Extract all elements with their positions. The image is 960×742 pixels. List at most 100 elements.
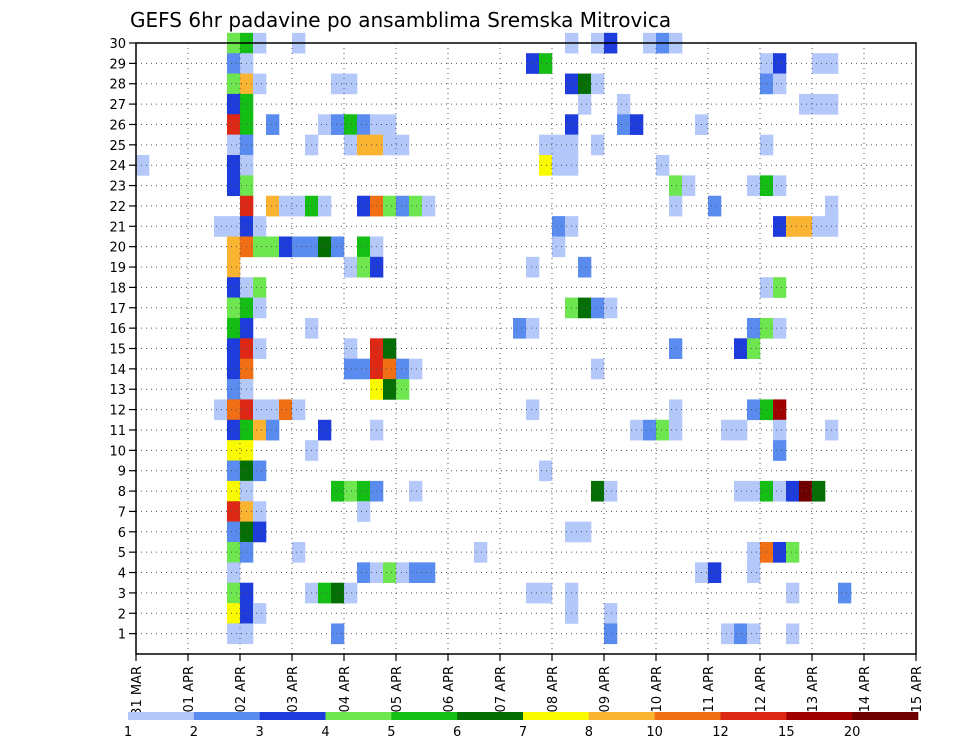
legend-swatch <box>852 712 919 720</box>
heatmap-cell <box>539 582 553 604</box>
y-axis: 1234567891011121314151617181920212223242… <box>109 37 136 643</box>
heatmap-cell <box>227 277 241 298</box>
heatmap-cell <box>591 480 605 502</box>
chart-title: GEFS 6hr padavine po ansamblima Sremska … <box>130 8 671 32</box>
heatmap-cell <box>227 358 241 380</box>
heatmap-cell <box>227 73 241 95</box>
heatmap-cell <box>383 114 397 135</box>
heatmap-cell <box>227 175 241 197</box>
heatmap-cell <box>357 501 371 522</box>
legend-label: 15 <box>778 725 795 740</box>
legend-swatch <box>259 712 326 720</box>
y-tick-label: 5 <box>118 546 126 561</box>
gridlines <box>136 42 916 654</box>
heatmap-cell <box>344 582 358 604</box>
legend-swatch <box>654 712 721 720</box>
x-tick-label: 12 APR <box>754 666 769 712</box>
heatmap-cell <box>266 114 280 135</box>
heatmap-cell <box>227 399 241 421</box>
y-tick-label: 13 <box>109 383 126 398</box>
heatmap-cell <box>292 541 306 563</box>
heatmap-cell <box>331 623 345 645</box>
heatmap-cell <box>812 93 826 115</box>
heatmap-cell <box>344 134 358 156</box>
y-tick-label: 1 <box>118 628 126 643</box>
legend-swatch <box>325 712 392 720</box>
heatmap-cell <box>383 338 397 359</box>
heatmap-cell <box>669 195 683 217</box>
heatmap-cell <box>253 236 267 258</box>
heatmap-cell <box>591 358 605 380</box>
heatmap-cell <box>214 399 228 421</box>
heatmap-cell <box>773 440 787 461</box>
heatmap-cell <box>383 134 397 156</box>
heatmap-cell <box>773 480 787 502</box>
heatmap-cell <box>357 358 371 380</box>
heatmap-cell <box>357 114 371 135</box>
heatmap-cell <box>357 236 371 258</box>
heatmap-cell <box>227 379 241 400</box>
heatmap-cell <box>396 358 410 380</box>
heatmap-cell <box>253 603 267 624</box>
heatmap-cell <box>747 317 761 339</box>
y-tick-label: 25 <box>109 139 126 154</box>
heatmap-cell <box>513 317 527 339</box>
heatmap-cell <box>721 623 735 645</box>
legend-swatch <box>128 712 195 720</box>
heatmap-cell <box>773 277 787 298</box>
heatmap-cell <box>253 419 267 441</box>
heatmap-cell <box>253 338 267 359</box>
legend-label: 12 <box>712 725 729 740</box>
heatmap-cell <box>227 53 241 74</box>
x-tick-label: 02 APR <box>234 666 249 712</box>
heatmap-cell <box>669 338 683 359</box>
heatmap-cell <box>331 73 345 95</box>
heatmap-cell <box>227 256 241 278</box>
legend-swatch <box>523 712 590 720</box>
heatmap-cell <box>292 236 306 258</box>
heatmap-cell <box>227 114 241 135</box>
heatmap-cell <box>292 195 306 217</box>
heatmap-cell <box>812 480 826 502</box>
heatmap-cell <box>227 216 241 237</box>
heatmap-cell <box>422 562 436 584</box>
heatmap-cell <box>409 562 423 584</box>
y-tick-label: 29 <box>109 57 126 72</box>
heatmap-cell <box>383 379 397 400</box>
y-tick-label: 4 <box>118 567 126 582</box>
legend-label: 2 <box>190 725 198 740</box>
legend-swatch <box>457 712 524 720</box>
heatmap-cell <box>656 155 670 176</box>
heatmap-cell <box>617 114 631 135</box>
x-tick-label: 31 MAR <box>130 666 145 716</box>
heatmap-cell <box>578 73 592 95</box>
heatmap-cell <box>708 195 722 217</box>
y-tick-label: 7 <box>118 505 126 520</box>
heatmap-cell <box>227 501 241 522</box>
heatmap-cell <box>773 419 787 441</box>
heatmap-cell <box>526 317 540 339</box>
heatmap-cell <box>344 114 358 135</box>
heatmap-cell <box>279 236 293 258</box>
heatmap-cell <box>227 338 241 359</box>
legend-label: 6 <box>453 725 461 740</box>
heatmap-cell <box>227 317 241 339</box>
legend-swatch <box>588 712 655 720</box>
heatmap-cell <box>773 53 787 74</box>
heatmap-cell <box>253 277 267 298</box>
heatmap-cell <box>383 562 397 584</box>
heatmap-cell <box>747 480 761 502</box>
heatmap-cell <box>422 195 436 217</box>
heatmap-cell <box>253 501 267 522</box>
heatmap-cell <box>786 480 800 502</box>
heatmap-cell <box>474 541 488 563</box>
heatmap-cell <box>747 562 761 584</box>
heatmap-cell <box>136 155 150 176</box>
heatmap-cell <box>227 134 241 156</box>
heatmap-cell <box>773 216 787 237</box>
x-tick-label: 10 APR <box>650 666 665 712</box>
heatmap-cell <box>318 582 332 604</box>
heatmap-cell <box>227 623 241 645</box>
y-tick-label: 10 <box>109 444 126 459</box>
heatmap-cell <box>617 93 631 115</box>
